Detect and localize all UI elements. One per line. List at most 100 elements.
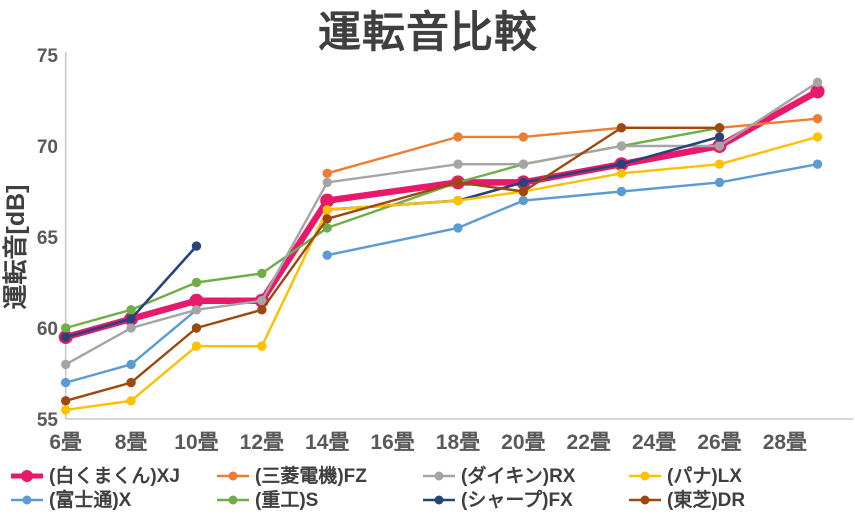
data-point-marker: [453, 132, 463, 142]
y-tick-label: 55: [37, 410, 59, 431]
data-point-marker: [616, 186, 627, 197]
data-point-marker: [126, 314, 136, 324]
data-point-marker: [714, 177, 725, 188]
x-tick-label: 8畳: [115, 431, 148, 454]
x-tick-label: 10畳: [174, 431, 218, 454]
legend-item: (シャープ)FX: [422, 491, 628, 510]
data-point-marker: [60, 377, 71, 388]
y-tick-label: 70: [37, 137, 58, 158]
y-tick-label: 60: [37, 319, 58, 340]
data-point-marker: [60, 323, 71, 333]
legend-marker-icon: [423, 495, 455, 505]
series-(富士通)X: [60, 159, 823, 388]
data-point-marker: [257, 296, 267, 306]
data-point-marker: [453, 177, 463, 188]
legend-marker-icon: [629, 471, 661, 481]
series-line: [64, 135, 819, 412]
data-point-marker: [257, 268, 267, 279]
chart-title: 運転音比較: [318, 9, 538, 57]
data-point-marker: [191, 241, 202, 251]
series-line: [326, 162, 819, 257]
series-line: [62, 88, 821, 341]
series-line: [326, 117, 819, 175]
data-point-marker: [257, 341, 267, 351]
series-(白くまくん)XJ: [58, 84, 825, 345]
data-point-marker: [518, 186, 529, 197]
legend-item: (白くまくん)XJ: [10, 467, 216, 486]
legend-label: (三菱電機)FZ: [255, 465, 367, 487]
data-point-marker: [60, 359, 71, 370]
data-point-marker: [810, 84, 825, 99]
data-point-marker: [714, 159, 725, 169]
data-point-marker: [518, 159, 529, 169]
legend-marker-icon: [11, 470, 43, 482]
legend-marker-icon: [217, 471, 249, 481]
data-point-marker: [518, 132, 529, 142]
data-point-marker: [60, 396, 71, 406]
series-line: [64, 81, 819, 366]
legend-marker-icon: [629, 495, 661, 505]
y-tick-label: 75: [37, 46, 59, 67]
x-tick-label: 6畳: [49, 431, 82, 454]
y-axis-tick-labels: 55 60 65 70 75: [37, 46, 59, 431]
data-point-marker: [126, 377, 136, 388]
data-point-marker: [60, 405, 71, 415]
data-point-marker: [616, 141, 627, 151]
legend-item: (ダイキン)RX: [422, 467, 628, 486]
data-point-marker: [322, 250, 332, 260]
data-point-marker: [518, 177, 529, 188]
data-point-marker: [714, 132, 725, 142]
x-tick-label: 18畳: [436, 431, 480, 454]
data-point-marker: [812, 114, 823, 124]
x-tick-label: 14畳: [305, 431, 349, 454]
data-point-marker: [126, 396, 136, 406]
legend-marker-icon: [11, 495, 43, 505]
data-point-marker: [616, 159, 627, 169]
legend-marker-icon: [217, 495, 249, 505]
data-point-marker: [518, 195, 529, 206]
data-point-marker: [616, 123, 627, 133]
x-tick-label: 22畳: [567, 431, 611, 454]
data-point-marker: [189, 293, 204, 308]
data-point-marker: [320, 193, 335, 208]
legend-item: (三菱電機)FZ: [216, 467, 422, 486]
legend-item: (パナ)LX: [628, 467, 855, 486]
data-point-marker: [453, 195, 463, 206]
data-point-marker: [126, 305, 136, 315]
series-(三菱電機)FZ: [322, 114, 823, 178]
axes: [64, 52, 853, 420]
data-point-marker: [191, 323, 202, 333]
data-point-marker: [322, 223, 332, 233]
data-point-marker: [322, 205, 332, 215]
x-tick-label: 28畳: [763, 431, 807, 454]
data-point-marker: [322, 168, 332, 178]
data-series-lines: [58, 77, 825, 415]
data-point-marker: [812, 159, 823, 169]
legend-item: (富士通)X: [10, 491, 216, 510]
x-tick-label: 26畳: [697, 431, 741, 454]
data-point-marker: [812, 132, 823, 142]
legend-label: (パナ)LX: [667, 465, 742, 487]
series-(東芝)DR: [60, 123, 725, 406]
chart-legend: (白くまくん)XJ (三菱電機)FZ (ダイキン)RX (パナ)LX (富士通)X (重工…: [10, 464, 855, 514]
data-point-marker: [322, 214, 332, 224]
legend-marker-icon: [423, 471, 455, 481]
data-point-marker: [453, 159, 463, 169]
series-(パナ)LX: [60, 132, 823, 415]
data-point-marker: [453, 223, 463, 233]
legend-label: (白くまくん)XJ: [49, 465, 180, 487]
legend-label: (重工)S: [255, 489, 319, 511]
legend-item: (東芝)DR: [628, 491, 855, 510]
data-point-marker: [191, 305, 202, 315]
legend-item: (重工)S: [216, 491, 422, 510]
data-point-marker: [322, 177, 332, 188]
x-axis-tick-labels: 6畳 8畳 10畳 12畳 14畳 16畳 18畳 20畳 22畳 24畳 26畳 28畳: [49, 431, 807, 454]
data-point-marker: [714, 123, 725, 133]
data-point-marker: [191, 341, 202, 351]
legend-label: (ダイキン)RX: [461, 465, 576, 487]
y-tick-label: 65: [37, 228, 59, 249]
x-tick-label: 12畳: [240, 431, 284, 454]
legend-label: (東芝)DR: [667, 489, 746, 511]
